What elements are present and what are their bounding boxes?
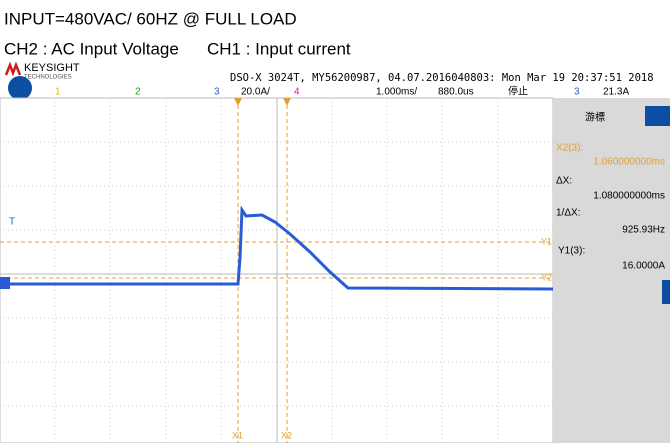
ch-number: 1: [55, 87, 61, 98]
x2-marker: X2: [281, 430, 292, 440]
y1-marker: Y1: [541, 236, 552, 246]
cursor-handles: [234, 98, 291, 106]
ch-ground-marker: [0, 277, 10, 289]
y2-marker: Y2: [541, 272, 552, 282]
waveform: [0, 205, 554, 291]
dx-label: ΔX:: [556, 176, 572, 187]
trig-ch: 3: [574, 87, 580, 98]
inv-dx-value: 925.93Hz: [622, 225, 665, 236]
brand: KEYSIGHT: [24, 62, 80, 74]
delay: 880.0us: [438, 87, 474, 98]
home-button[interactable]: [8, 76, 32, 100]
ch-scale: 20.0A/: [241, 87, 270, 98]
ch-number: 3: [214, 87, 220, 98]
run-state: 停止: [508, 85, 528, 98]
title: INPUT=480VAC/ 60HZ @ FULL LOAD: [4, 9, 297, 28]
x2-label: X2(3):: [556, 143, 583, 154]
trigger-marker: T: [9, 217, 15, 228]
cursor-panel: 游標 X2(3): 1.060000000ms ΔX: 1.080000000m…: [553, 98, 670, 443]
status-bar: [0, 84, 670, 98]
channel-label: CH2 : AC Input Voltage: [4, 39, 179, 58]
panel-scroll[interactable]: [662, 280, 670, 304]
channel-label: CH1 : Input current: [207, 39, 351, 58]
panel-bg: [553, 98, 670, 443]
ch-number: 2: [135, 87, 141, 98]
inv-dx-label: 1/ΔX:: [556, 208, 580, 219]
logo-mark: [4, 61, 22, 77]
scope-info: DSO-X 3024T, MY56200987, 04.07.201604080…: [230, 72, 654, 84]
y1-value: 16.0000A: [622, 261, 665, 272]
ch-number: 4: [294, 87, 300, 98]
dx-value: 1.080000000ms: [593, 191, 665, 202]
y1-label: Y1(3):: [558, 246, 585, 257]
brand-sub: TECHNOLOGIES: [24, 75, 72, 81]
screen: T Y1 Y2 X1 X2: [0, 97, 554, 444]
x1-marker: X1: [232, 430, 243, 440]
time-scale: 1.000ms/: [376, 87, 417, 98]
x2-value: 1.060000000ms: [593, 157, 665, 168]
panel-tab[interactable]: [645, 106, 670, 126]
panel-title: 游標: [585, 111, 605, 124]
trig-level: 21.3A: [603, 87, 629, 98]
